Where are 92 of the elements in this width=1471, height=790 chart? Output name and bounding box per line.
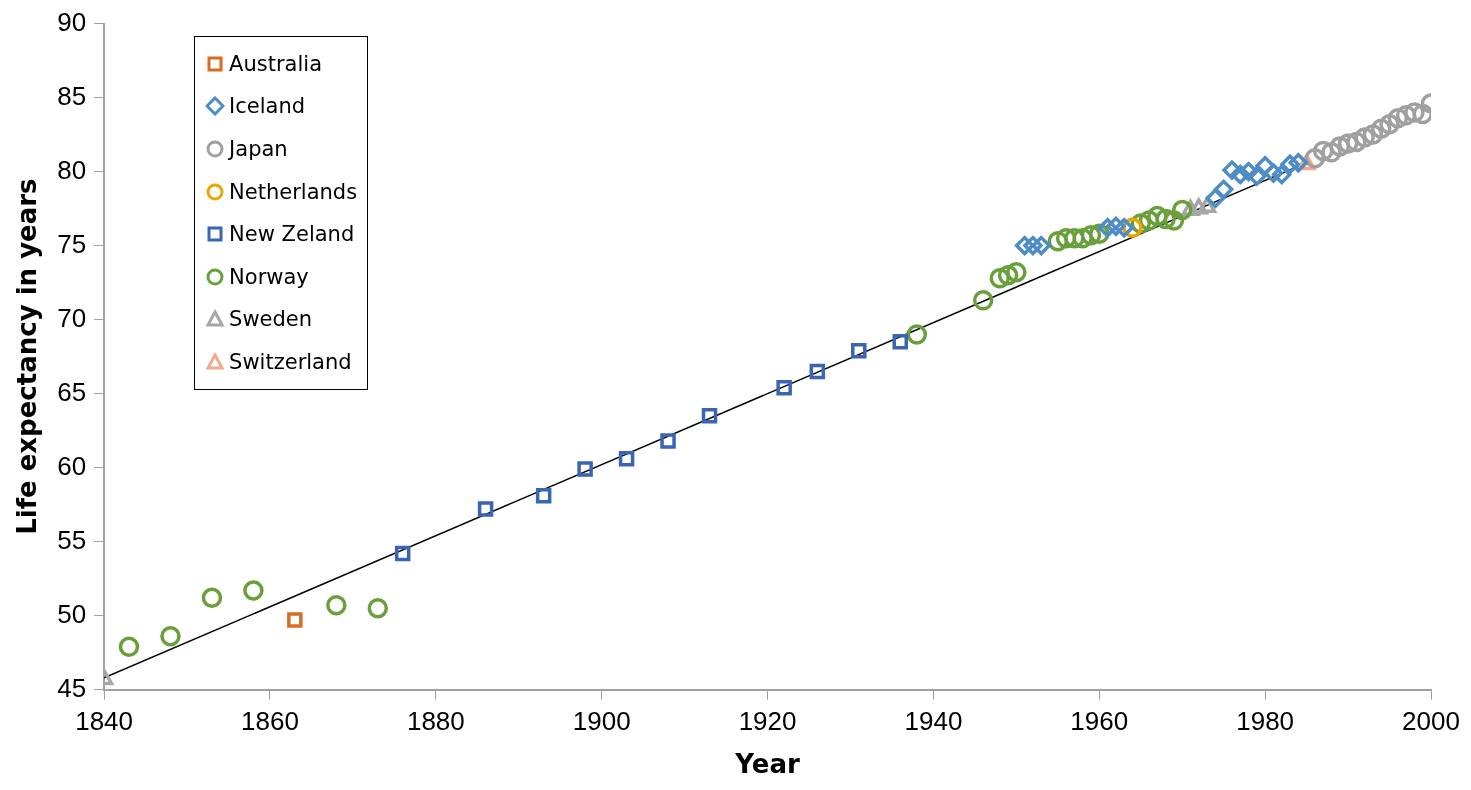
point: [1114, 218, 1134, 238]
point: [1171, 199, 1193, 221]
point: [618, 450, 635, 467]
point: [1379, 113, 1400, 135]
point: [989, 267, 1011, 289]
point: [367, 597, 389, 619]
y-tick-label: 70: [57, 302, 87, 333]
y-tick-label: 65: [57, 376, 87, 407]
point: [997, 264, 1019, 286]
x-axis-title: Year: [734, 749, 800, 780]
x-tick-label: 1960: [1070, 706, 1129, 737]
x-tick-label: 2000: [1402, 706, 1460, 737]
point: [243, 580, 264, 601]
point: [1329, 136, 1351, 157]
point: [1055, 227, 1077, 249]
point: [1023, 235, 1043, 256]
legend-label: Sweden: [229, 307, 313, 332]
point: [1064, 227, 1085, 249]
y-tick-label: 50: [57, 598, 87, 629]
point: [1404, 102, 1425, 123]
y-axis-title: Life expectancy in years: [12, 178, 43, 535]
y-tick-label: 85: [57, 80, 87, 111]
point: [118, 636, 140, 657]
point: [577, 461, 593, 477]
y-tick-label: 75: [57, 228, 87, 259]
x-tick-label: 1920: [738, 706, 797, 737]
point: [701, 408, 718, 424]
point: [1047, 230, 1069, 252]
point: [1288, 152, 1309, 173]
point: [1337, 133, 1359, 154]
point: [201, 587, 223, 609]
point: [1238, 161, 1259, 182]
point: [477, 501, 494, 517]
point: [1006, 261, 1027, 283]
point: [1138, 210, 1160, 231]
point: [892, 334, 909, 350]
point: [1205, 188, 1226, 208]
point: [1370, 118, 1392, 139]
point: [1155, 208, 1176, 230]
point: [776, 379, 792, 396]
point: [535, 487, 552, 504]
legend-label: Norway: [229, 264, 309, 289]
point: [660, 433, 676, 449]
point: [1255, 155, 1275, 176]
point: [1080, 224, 1102, 246]
point: [1230, 164, 1251, 185]
point: [1312, 140, 1334, 162]
point: [1247, 166, 1267, 186]
x-tick-label: 1880: [406, 706, 465, 737]
point: [1304, 148, 1326, 169]
point: [160, 626, 181, 647]
y-tick-label: 60: [57, 450, 87, 481]
point: [1354, 127, 1375, 148]
point: [851, 342, 867, 359]
x-tick-label: 1980: [1236, 706, 1295, 737]
legend-label: Iceland: [229, 94, 306, 119]
point: [326, 594, 347, 616]
point: [1321, 142, 1342, 163]
point: [1387, 108, 1409, 129]
point: [906, 324, 928, 345]
point: [394, 545, 411, 562]
point: [1271, 164, 1292, 185]
legend-label: Netherlands: [229, 179, 358, 204]
point: [1014, 235, 1035, 256]
point: [1147, 205, 1168, 227]
x-tick-label: 1860: [241, 706, 299, 737]
point: [1163, 210, 1185, 231]
point: [809, 363, 826, 380]
legend-label: Japan: [229, 137, 288, 162]
point: [1395, 105, 1417, 126]
x-tick-label: 1940: [904, 706, 963, 737]
x-tick-label: 1900: [572, 706, 631, 737]
point: [1031, 235, 1051, 256]
x-tick-label: 1840: [75, 706, 134, 737]
point: [1222, 160, 1242, 180]
legend-label: Switzerland: [229, 350, 352, 375]
point: [1263, 163, 1284, 183]
y-tick-label: 80: [57, 154, 87, 185]
y-tick-label: 90: [57, 6, 87, 37]
y-tick-label: 55: [57, 524, 87, 555]
legend-label: Australia: [229, 51, 322, 76]
point: [1346, 131, 1367, 153]
point: [1213, 179, 1234, 200]
point: [1280, 154, 1300, 174]
legend-label: New Zeland: [229, 222, 355, 247]
point: [1362, 124, 1384, 145]
point: [1072, 227, 1093, 249]
point: [1106, 216, 1126, 237]
point: [1097, 218, 1118, 238]
point: [972, 290, 994, 311]
point: [287, 612, 303, 628]
y-tick-label: 45: [57, 672, 87, 703]
